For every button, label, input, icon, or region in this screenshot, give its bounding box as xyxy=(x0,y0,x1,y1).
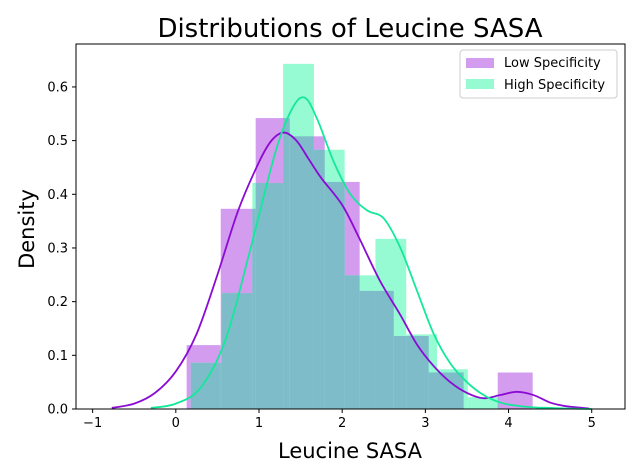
y-tick-label: 0.2 xyxy=(47,295,68,310)
bar-overlap-7 xyxy=(289,136,314,409)
x-tick-label: 4 xyxy=(504,416,512,431)
bar-overlap-5 xyxy=(255,183,284,409)
bar-overlap-10 xyxy=(344,275,360,409)
y-axis-label: Density xyxy=(15,189,39,269)
x-tick-label: 5 xyxy=(588,416,596,431)
bar-overlap-13 xyxy=(393,336,407,409)
y-tick-label: 0.3 xyxy=(47,241,68,256)
bar-overlap-16 xyxy=(437,372,464,409)
y-tick-label: 0.0 xyxy=(47,403,68,418)
legend-label-low-specificity: Low Specificity xyxy=(504,56,601,71)
bar-overlap-4 xyxy=(252,208,256,409)
legend-label-high-specificity: High Specificity xyxy=(504,78,605,93)
bar-overlap-11 xyxy=(359,290,376,409)
bar-overlap-8 xyxy=(313,149,325,409)
bar-overlap-1 xyxy=(190,362,221,409)
legend: Low Specificity High Specificity xyxy=(459,49,618,99)
bar-overlap-3 xyxy=(221,293,253,409)
x-tick-label: 2 xyxy=(338,416,346,431)
y-tick-label: 0.1 xyxy=(47,349,68,364)
y-tick-label: 0.6 xyxy=(47,80,68,95)
histogram-bars xyxy=(186,63,533,410)
bar-overlap-2 xyxy=(220,362,222,409)
plot-frame xyxy=(75,43,626,410)
bar-overlap-6 xyxy=(283,118,290,409)
legend-frame xyxy=(459,49,618,99)
x-tick-label: −1 xyxy=(83,416,102,431)
bar-overlap-9 xyxy=(324,181,345,409)
bar-overlap-19 xyxy=(497,397,499,409)
x-axis-label: Leucine SASA xyxy=(278,439,423,463)
y-tick-label: 0.4 xyxy=(47,188,68,203)
x-tick-label: 1 xyxy=(255,416,263,431)
kde-line-high-specificity xyxy=(150,96,592,410)
legend-swatch-low-specificity xyxy=(466,58,494,68)
bar-overlap-12 xyxy=(375,290,394,409)
x-tick-label: 3 xyxy=(421,416,429,431)
bar-overlap-14 xyxy=(406,336,429,409)
kde-curves xyxy=(111,96,592,410)
x-tick-label: 0 xyxy=(172,416,180,431)
bar-overlap-15 xyxy=(428,372,438,409)
bar-high-specificity-9 xyxy=(467,397,499,409)
y-tick-label: 0.5 xyxy=(47,134,68,149)
axes: −1 0 1 2 3 4 5 0.0 0.1 0.2 0.3 0.4 0.5 0.6 xyxy=(47,43,626,431)
legend-swatch-high-specificity xyxy=(466,79,494,89)
kde-line-low-specificity xyxy=(111,131,590,410)
chart-title: Distributions of Leucine SASA xyxy=(157,14,542,44)
